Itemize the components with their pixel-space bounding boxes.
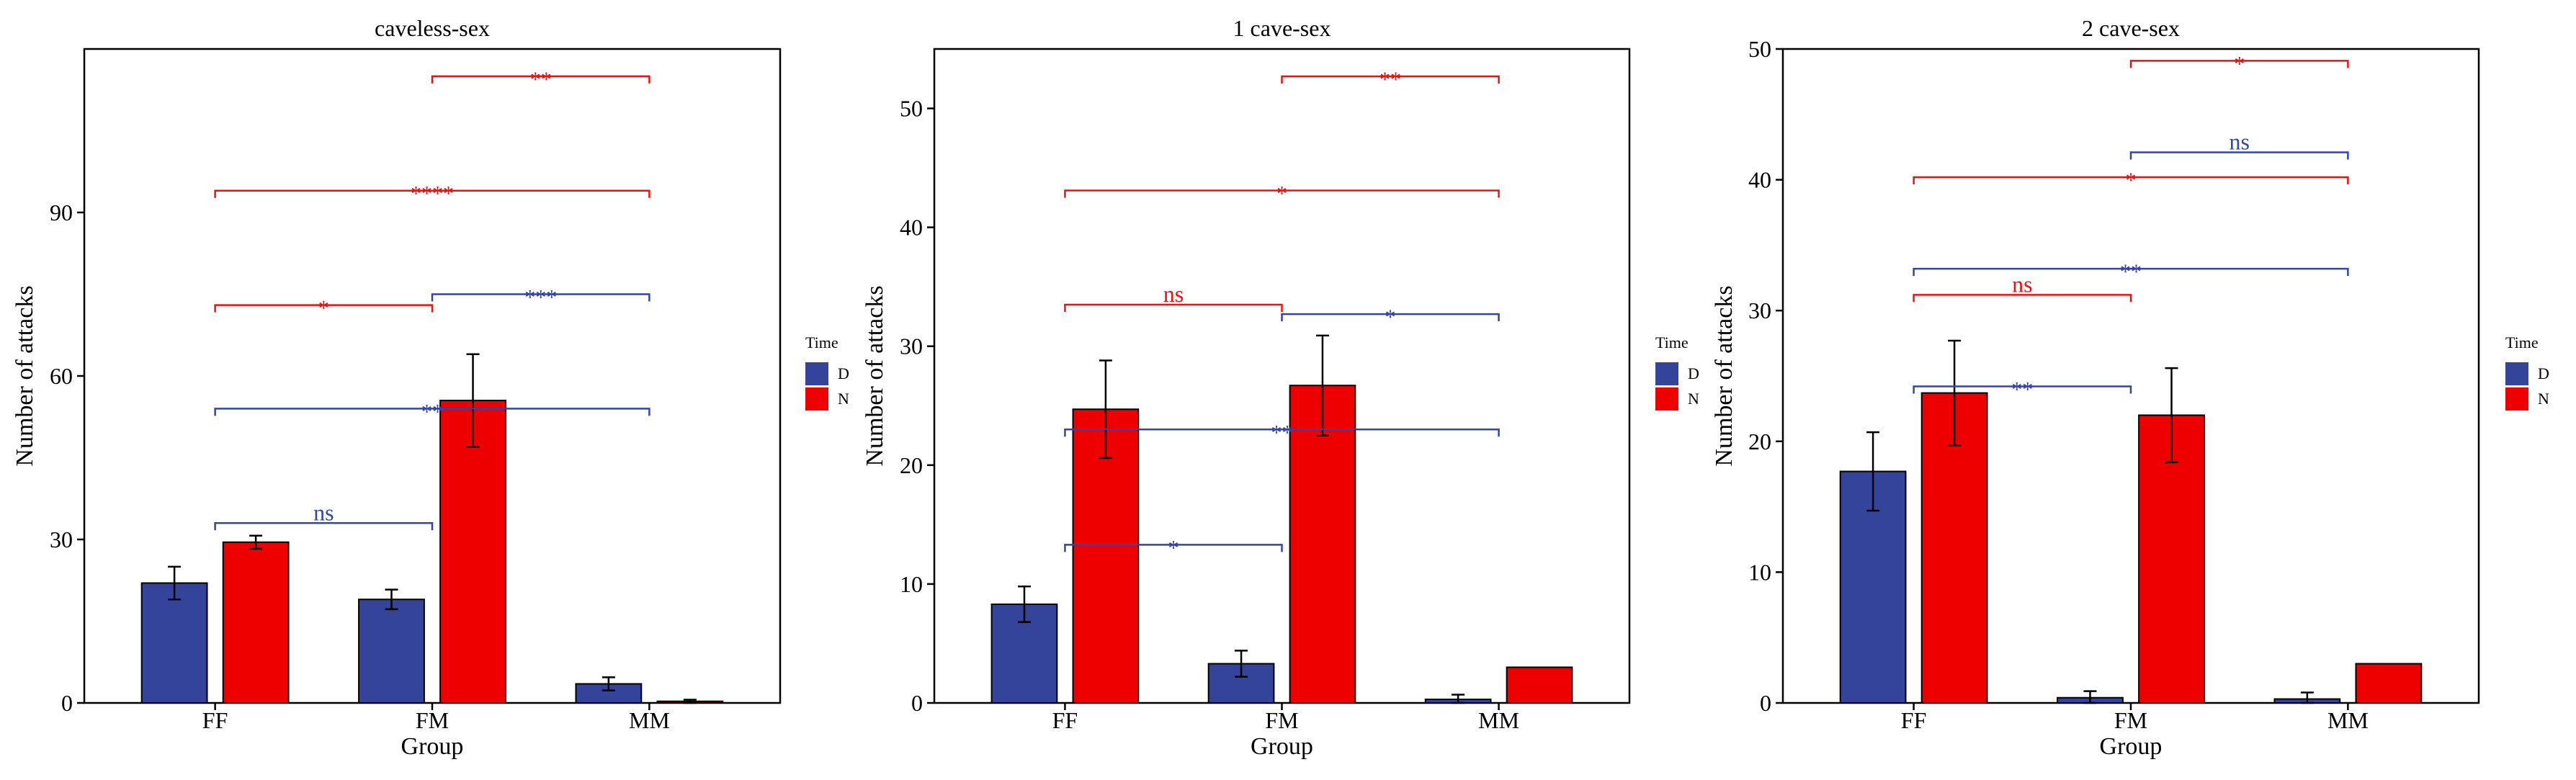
x-tick-label: FF bbox=[202, 707, 228, 733]
x-axis-label: Group bbox=[401, 733, 464, 760]
panel-title: 2 cave-sex bbox=[2082, 15, 2180, 41]
significance-bracket bbox=[214, 189, 650, 198]
x-axis-label: Group bbox=[2100, 733, 2163, 760]
significance-label: ** bbox=[530, 68, 552, 91]
bar-N-FF bbox=[222, 541, 290, 704]
y-tick-label: 40 bbox=[1748, 167, 1771, 193]
legend-label-N: N bbox=[838, 390, 849, 408]
legend-swatch-N bbox=[805, 387, 828, 411]
significance-bracket bbox=[214, 522, 434, 531]
legend-title: Time bbox=[2505, 333, 2539, 351]
bar-D-FM bbox=[358, 599, 425, 704]
significance-bracket bbox=[214, 304, 434, 313]
significance-label: ** bbox=[2011, 378, 2033, 402]
significance-label: * bbox=[2234, 52, 2245, 76]
y-tick-label: 60 bbox=[50, 363, 73, 389]
y-tick-label: 50 bbox=[900, 96, 923, 122]
significance-label: * bbox=[318, 297, 329, 320]
significance-label: ns bbox=[2012, 271, 2032, 297]
bar-N-MM bbox=[1506, 666, 1573, 704]
y-tick-label: 90 bbox=[50, 200, 73, 225]
significance-bracket bbox=[1913, 176, 2349, 184]
legend-title: Time bbox=[805, 333, 838, 351]
y-tick-label: 0 bbox=[911, 690, 923, 716]
y-tick-label: 50 bbox=[1748, 36, 1771, 62]
significance-label: ns bbox=[1163, 281, 1184, 307]
significance-label: ** bbox=[1379, 68, 1401, 91]
x-tick-label: FM bbox=[416, 707, 449, 733]
y-tick-label: 0 bbox=[61, 690, 73, 716]
x-axis-label: Group bbox=[1251, 733, 1313, 760]
significance-bracket bbox=[1064, 189, 1500, 198]
y-tick-label: 30 bbox=[50, 526, 73, 552]
significance-bracket bbox=[2129, 151, 2349, 160]
y-tick-label: 10 bbox=[900, 571, 923, 597]
significance-label: ** bbox=[421, 400, 443, 423]
x-tick-label: FF bbox=[1901, 707, 1927, 733]
legend-swatch-D bbox=[1655, 362, 1678, 385]
legend-label-D: D bbox=[2538, 364, 2549, 382]
bar-N-MM bbox=[2355, 663, 2423, 704]
significance-bracket bbox=[1064, 429, 1500, 437]
significance-label: **** bbox=[411, 182, 454, 206]
x-tick-label: FM bbox=[2114, 707, 2147, 733]
significance-label: ** bbox=[1271, 421, 1293, 444]
legend-swatch-N bbox=[1655, 387, 1678, 411]
y-tick-label: 40 bbox=[900, 215, 923, 241]
y-tick-label: 30 bbox=[1748, 297, 1771, 323]
significance-bracket bbox=[1913, 385, 2132, 394]
legend-swatch-N bbox=[2505, 387, 2528, 411]
y-tick-label: 20 bbox=[900, 452, 923, 478]
legend-label-D: D bbox=[1688, 364, 1699, 382]
x-tick-label: MM bbox=[629, 707, 670, 733]
panel-title: caveless-sex bbox=[375, 15, 490, 41]
y-axis-label: Number of attacks bbox=[862, 285, 888, 466]
legend-title: Time bbox=[1655, 333, 1689, 351]
significance-label: * bbox=[1385, 305, 1396, 329]
significance-label: ** bbox=[2120, 260, 2142, 284]
significance-bracket bbox=[1281, 75, 1500, 84]
x-tick-label: FF bbox=[1052, 707, 1078, 733]
significance-bracket bbox=[1281, 313, 1500, 322]
significance-bracket bbox=[431, 293, 650, 302]
significance-label: * bbox=[2126, 169, 2137, 192]
x-tick-label: MM bbox=[1478, 707, 1519, 733]
y-tick-label: 0 bbox=[1760, 690, 1771, 716]
significance-label: *** bbox=[524, 286, 557, 310]
significance-bracket bbox=[1064, 544, 1283, 552]
x-tick-label: FM bbox=[1265, 707, 1298, 733]
bar-N-FM bbox=[439, 400, 506, 704]
bar-D-FF bbox=[140, 582, 208, 704]
y-axis-label: Number of attacks bbox=[12, 285, 38, 466]
significance-label: * bbox=[1168, 536, 1179, 560]
legend-swatch-D bbox=[2505, 362, 2528, 385]
legend: Time DN bbox=[2505, 333, 2549, 411]
significance-label: * bbox=[1276, 181, 1287, 205]
significance-bracket bbox=[1913, 294, 2132, 302]
significance-label: ns bbox=[2229, 128, 2249, 154]
panel-1: caveless-sex 0 30 60 90 Number of attacks FF FM… bbox=[12, 15, 782, 760]
y-tick-label: 10 bbox=[1748, 559, 1771, 585]
panel-2: 1 cave-sex 0 10 20 30 40 50 Number of attacks FF… bbox=[862, 15, 1631, 760]
significance-bracket bbox=[431, 75, 650, 84]
y-axis-label: Number of attacks bbox=[1711, 285, 1738, 466]
y-tick-label: 30 bbox=[900, 333, 923, 359]
significance-bracket bbox=[1913, 267, 2349, 277]
panel-title: 1 cave-sex bbox=[1233, 15, 1331, 41]
legend-swatch-D bbox=[805, 362, 828, 385]
panel-3: 2 cave-sex 0 10 20 30 40 50 Number of attacks FF… bbox=[1711, 15, 2480, 760]
significance-bracket bbox=[214, 408, 650, 416]
legend-label-N: N bbox=[1688, 390, 1699, 408]
y-tick-label: 20 bbox=[1748, 429, 1771, 454]
legend-label-D: D bbox=[838, 364, 849, 382]
significance-label: ns bbox=[313, 499, 334, 525]
significance-bracket bbox=[1064, 303, 1283, 312]
x-tick-label: MM bbox=[2327, 707, 2369, 733]
significance-bracket bbox=[2129, 60, 2349, 68]
legend-label-N: N bbox=[2538, 390, 2549, 408]
legend: Time DN bbox=[1655, 333, 1699, 411]
